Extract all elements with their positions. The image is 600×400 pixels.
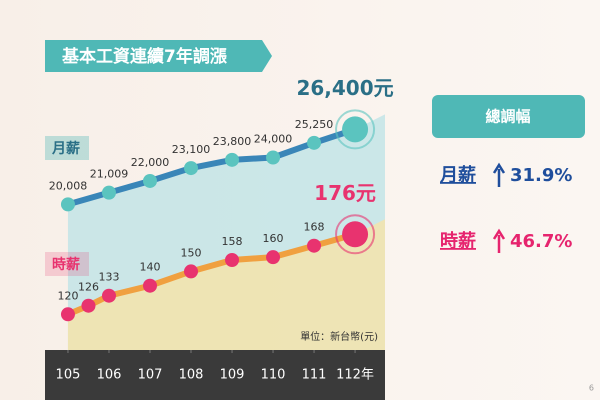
data-label: 24,000 bbox=[254, 133, 293, 146]
series-line bbox=[67, 126, 356, 208]
x-tick-label: 112年 bbox=[336, 368, 374, 383]
point bbox=[101, 288, 116, 303]
point bbox=[307, 135, 322, 150]
unit-note: 單位：新台幣(元) bbox=[300, 330, 378, 343]
up-arrow bbox=[492, 162, 506, 187]
point bbox=[142, 173, 157, 188]
x-tick-label: 107 bbox=[138, 368, 163, 383]
x-tick-label: 111 bbox=[302, 368, 327, 383]
point bbox=[142, 278, 157, 293]
chart-title: 基本工資連續7年調漲 bbox=[61, 46, 228, 67]
x-tick-label: 106 bbox=[97, 368, 122, 383]
data-label: 26,400元 bbox=[296, 76, 393, 100]
point bbox=[342, 221, 369, 248]
title-banner bbox=[45, 40, 272, 72]
summary-title: 總調幅 bbox=[485, 108, 530, 126]
summary-value: 46.7% bbox=[510, 231, 572, 252]
point bbox=[225, 253, 240, 267]
data-label: 168 bbox=[304, 221, 325, 234]
data-label: 21,009 bbox=[90, 168, 129, 181]
highlight-ring bbox=[335, 109, 376, 150]
data-label: 22,000 bbox=[131, 156, 170, 169]
series-label: 月薪 bbox=[51, 140, 80, 157]
point bbox=[184, 161, 199, 176]
point bbox=[225, 152, 240, 167]
page-number: 6 bbox=[589, 384, 594, 393]
highlight-ring bbox=[335, 214, 376, 255]
point bbox=[307, 238, 322, 253]
summary-value: 31.9% bbox=[510, 165, 572, 186]
point bbox=[81, 298, 96, 313]
up-arrow bbox=[492, 228, 506, 253]
series-label: 時薪 bbox=[52, 256, 80, 273]
data-label: 20,008 bbox=[49, 179, 88, 192]
data-label: 133 bbox=[98, 271, 119, 284]
data-label: 23,100 bbox=[172, 143, 211, 156]
summary-header bbox=[432, 95, 585, 138]
point bbox=[60, 307, 75, 322]
x-axis-band bbox=[45, 350, 385, 400]
point bbox=[266, 150, 281, 165]
series-tab bbox=[45, 136, 89, 160]
point bbox=[266, 250, 281, 265]
data-label: 176元 bbox=[314, 181, 376, 205]
x-tick-label: 105 bbox=[56, 368, 81, 383]
point bbox=[60, 197, 75, 212]
data-label: 160 bbox=[263, 232, 284, 245]
x-tick-label: 109 bbox=[220, 368, 245, 383]
data-label: 25,250 bbox=[295, 118, 334, 131]
data-label: 140 bbox=[139, 261, 160, 274]
data-label: 23,800 bbox=[213, 135, 252, 148]
summary-label: 月薪 bbox=[439, 164, 476, 186]
x-tick-label: 108 bbox=[179, 368, 204, 383]
data-label: 158 bbox=[222, 235, 243, 248]
summary-label: 時薪 bbox=[440, 230, 476, 252]
data-label: 126 bbox=[78, 281, 99, 294]
data-label: 150 bbox=[181, 246, 202, 259]
point bbox=[101, 185, 116, 200]
data-label: 120 bbox=[57, 289, 78, 302]
point bbox=[184, 264, 199, 279]
x-tick-label: 110 bbox=[261, 368, 286, 383]
area bbox=[67, 219, 385, 350]
point bbox=[342, 116, 369, 143]
series-tab bbox=[45, 252, 89, 276]
